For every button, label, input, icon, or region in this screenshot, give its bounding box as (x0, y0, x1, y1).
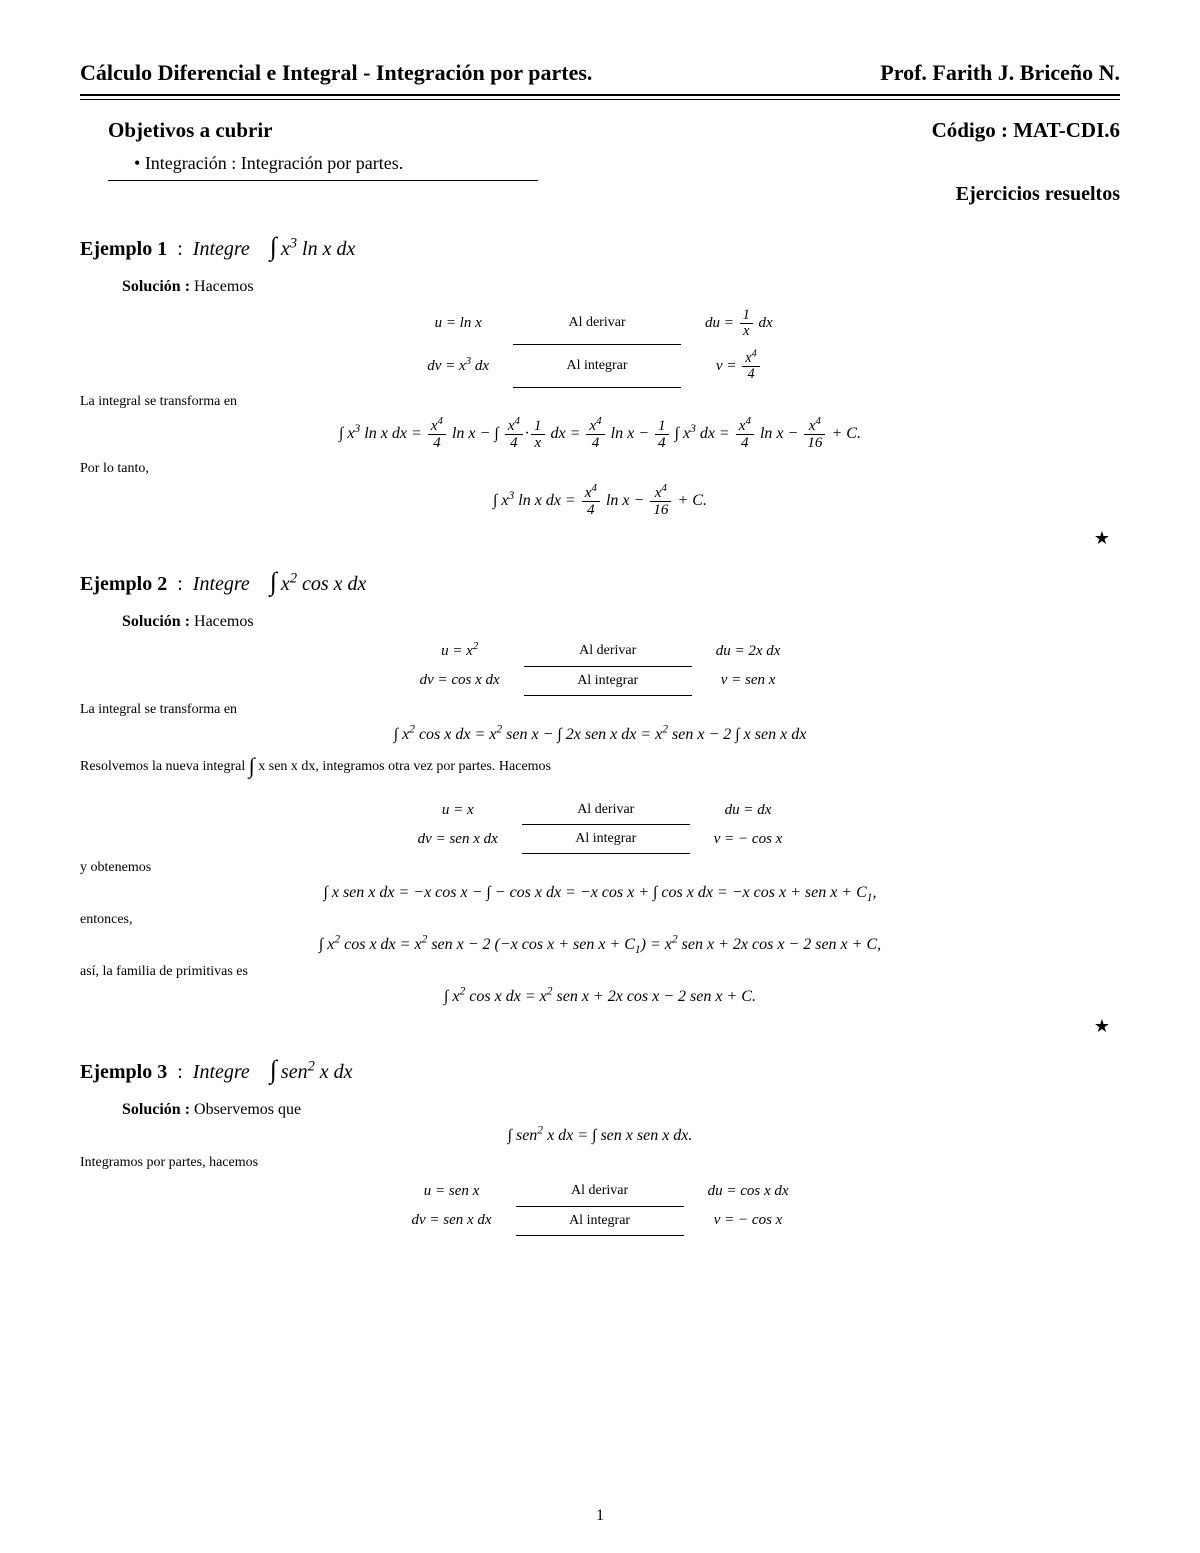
subst-mid: Al integrar (513, 345, 681, 388)
page: Cálculo Diferencial e Integral - Integra… (0, 0, 1200, 1553)
example-2: Ejemplo 2 : Integre ∫ x2 cos x dx Soluci… (80, 569, 1120, 1006)
example-3-ipp-label: Integramos por partes, hacemos (80, 1155, 1120, 1171)
example-2-lead: Integre (193, 573, 250, 596)
subst-u: dv = x3 dx (403, 345, 513, 388)
subst-u: dv = sen x dx (394, 825, 522, 854)
subst-r: v = − cos x (690, 825, 807, 854)
example-1-label: Ejemplo 1 (80, 238, 167, 261)
subst-mid: Al integrar (524, 666, 692, 695)
subst-row: dv = sen x dx Al integrar v = − cos x (394, 825, 807, 854)
example-1-solution-header: Solución : Hacemos (122, 278, 1120, 296)
integral-icon: ∫ (270, 232, 277, 262)
document-header: Cálculo Diferencial e Integral - Integra… (80, 60, 1120, 86)
example-2-substitution-2: u = x Al derivar du = dx dv = sen x dx A… (394, 796, 807, 855)
end-star: ★ (80, 1016, 1110, 1037)
example-2-title: Ejemplo 2 : Integre ∫ x2 cos x dx (80, 569, 1120, 599)
subst-u: dv = sen x dx (387, 1206, 515, 1235)
example-2-eq3: ∫ x2 cos x dx = x2 sen x − 2 (−x cos x +… (80, 936, 1120, 954)
example-2-solution-intro: Hacemos (194, 613, 254, 630)
example-1-transform-label: La integral se transforma en (80, 394, 1120, 410)
example-3: Ejemplo 3 : Integre ∫ sen2 x dx Solución… (80, 1057, 1120, 1236)
example-2-solution-header: Solución : Hacemos (122, 613, 1120, 631)
objectives-underline (108, 180, 538, 181)
example-1-solution-intro: Hacemos (194, 278, 254, 295)
example-2-transform-label: La integral se transforma en (80, 702, 1120, 718)
example-2-eq1: ∫ x2 cos x dx = x2 sen x − ∫ 2x sen x dx… (80, 726, 1120, 744)
subst-u: dv = cos x dx (396, 666, 524, 695)
subst-mid: Al integrar (516, 1206, 684, 1235)
example-1-lead: Integre (193, 238, 250, 261)
example-1-title: Ejemplo 1 : Integre ∫ x3 ln x dx (80, 234, 1120, 264)
example-3-integrand: sen2 x dx (281, 1061, 353, 1084)
example-3-label: Ejemplo 3 (80, 1061, 167, 1084)
subst-u: u = x2 (396, 637, 524, 666)
example-1: Ejemplo 1 : Integre ∫ x3 ln x dx Solució… (80, 234, 1120, 518)
subst-row: u = sen x Al derivar du = cos x dx (387, 1177, 812, 1206)
example-3-solution-intro: Observemos que (194, 1101, 301, 1118)
example-1-substitution: u = ln x Al derivar du = 1x dx dv = x3 d… (403, 302, 796, 388)
solved-exercises-label: Ejercicios resueltos (80, 183, 1120, 206)
example-2-integrand: x2 cos x dx (281, 573, 367, 596)
example-3-substitution: u = sen x Al derivar du = cos x dx dv = … (387, 1177, 812, 1236)
example-3-title: Ejemplo 3 : Integre ∫ sen2 x dx (80, 1057, 1120, 1087)
example-1-eq1: ∫ x3 ln x dx = x44 ln x − ∫ x44·1x dx = … (80, 418, 1120, 451)
subst-mid: Al derivar (513, 302, 681, 345)
objectives-list: Integración : Integración por partes. (134, 153, 1120, 174)
example-3-solution-header: Solución : Observemos que (122, 1101, 1120, 1119)
subst-mid: Al integrar (522, 825, 690, 854)
integral-icon: ∫ (270, 567, 277, 597)
objectives-heading: Objetivos a cubrir (108, 118, 272, 143)
example-1-therefore: Por lo tanto, (80, 461, 1120, 477)
integral-icon: ∫ (270, 1055, 277, 1085)
subst-r: v = sen x (692, 666, 805, 695)
subst-row: dv = sen x dx Al integrar v = − cos x (387, 1206, 812, 1235)
example-2-solution-label: Solución : (122, 613, 190, 630)
subst-r: v = x44 (681, 345, 797, 388)
subst-row: u = x2 Al derivar du = 2x dx (396, 637, 805, 666)
example-1-integrand: x3 ln x dx (281, 238, 355, 261)
subst-r: v = − cos x (684, 1206, 813, 1235)
subst-row: dv = cos x dx Al integrar v = sen x (396, 666, 805, 695)
example-3-eq-obs: ∫ sen2 x dx = ∫ sen x sen x dx. (80, 1127, 1120, 1145)
objectives-row: Objetivos a cubrir Código : MAT-CDI.6 (80, 118, 1120, 143)
subst-row: u = ln x Al derivar du = 1x dx (403, 302, 796, 345)
subst-u: u = x (394, 796, 522, 825)
example-2-eq2: ∫ x sen x dx = −x cos x − ∫ − cos x dx =… (80, 884, 1120, 902)
subst-r: du = dx (690, 796, 807, 825)
subst-mid: Al derivar (524, 637, 692, 666)
example-3-lead: Integre (193, 1061, 250, 1084)
author-name: Prof. Farith J. Briceño N. (880, 60, 1120, 86)
example-2-obtain: y obtenemos (80, 860, 1120, 876)
objective-item: Integración : Integración por partes. (134, 153, 1120, 174)
page-number: 1 (0, 1507, 1200, 1525)
example-2-substitution: u = x2 Al derivar du = 2x dx dv = cos x … (396, 637, 805, 696)
course-title: Cálculo Diferencial e Integral - Integra… (80, 60, 592, 86)
example-1-eq-final: ∫ x3 ln x dx = x44 ln x − x416 + C. (80, 485, 1120, 518)
example-3-solution-label: Solución : (122, 1101, 190, 1118)
example-1-solution-label: Solución : (122, 278, 190, 295)
example-2-entonces: entonces, (80, 912, 1120, 928)
example-2-eq-final: ∫ x2 cos x dx = x2 sen x + 2x cos x − 2 … (80, 988, 1120, 1006)
example-2-family-label: así, la familia de primitivas es (80, 964, 1120, 980)
subst-mid: Al derivar (516, 1177, 684, 1206)
subst-mid: Al derivar (522, 796, 690, 825)
subst-row: dv = x3 dx Al integrar v = x44 (403, 345, 796, 388)
subst-r: du = 1x dx (681, 302, 797, 345)
course-code: Código : MAT-CDI.6 (932, 118, 1120, 143)
subst-u: u = ln x (403, 302, 513, 345)
subst-row: u = x Al derivar du = dx (394, 796, 807, 825)
subst-r: du = 2x dx (692, 637, 805, 666)
subst-r: du = cos x dx (684, 1177, 813, 1206)
example-2-label: Ejemplo 2 (80, 573, 167, 596)
example-2-resolve-label: Resolvemos la nueva integral ∫ x sen x d… (80, 754, 1120, 780)
end-star: ★ (80, 528, 1110, 549)
header-rule (80, 94, 1120, 100)
subst-u: u = sen x (387, 1177, 515, 1206)
